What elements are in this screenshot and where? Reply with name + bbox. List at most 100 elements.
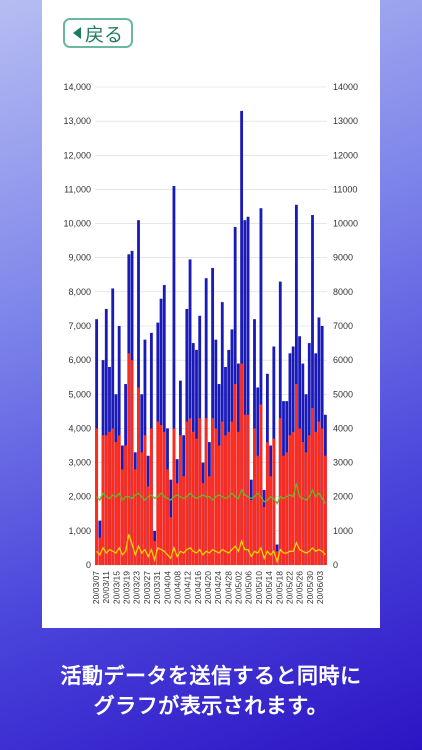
- y-tick-right: 6000: [333, 355, 353, 365]
- x-tick-label: 20/03/19: [122, 571, 132, 604]
- bar-sub: [240, 363, 244, 565]
- x-tick-label: 20/04/08: [172, 571, 182, 604]
- bar-sub: [275, 551, 279, 565]
- y-tick-right: 9000: [333, 253, 353, 263]
- y-tick-left: 13,000: [63, 116, 91, 126]
- bar-sub: [120, 469, 124, 565]
- bar-sub: [249, 500, 253, 565]
- caption-line-2: グラフが表示されます。: [93, 694, 329, 718]
- y-tick-right: 2000: [333, 492, 353, 502]
- y-tick-right: 1000: [333, 526, 353, 536]
- bar-sub: [130, 360, 134, 565]
- y-tick-left: 9,000: [68, 253, 91, 263]
- bar-total: [172, 186, 176, 565]
- bar-sub: [178, 435, 182, 565]
- bar-sub: [153, 541, 157, 565]
- bar-sub: [307, 435, 311, 565]
- bar-sub: [291, 431, 295, 565]
- bar-sub: [259, 404, 263, 565]
- y-tick-right: 4000: [333, 423, 353, 433]
- y-tick-left: 7,000: [68, 321, 91, 331]
- y-tick-left: 6,000: [68, 355, 91, 365]
- bar-sub: [220, 421, 224, 565]
- x-tick-label: 20/05/14: [264, 571, 274, 604]
- bar-sub: [182, 476, 186, 565]
- bar-sub: [124, 445, 128, 565]
- bar-sub: [188, 418, 192, 565]
- x-tick-label: 20/05/02: [234, 571, 244, 604]
- y-tick-right: 3000: [333, 458, 353, 468]
- bar-sub: [304, 452, 308, 565]
- bar-sub: [207, 476, 211, 565]
- y-tick-left: 2,000: [68, 492, 91, 502]
- bar-sub: [101, 435, 105, 565]
- chart-card: [42, 0, 380, 628]
- y-tick-right: 12000: [333, 150, 358, 160]
- x-tick-label: 20/04/28: [223, 571, 233, 604]
- x-tick-label: 20/03/23: [132, 571, 142, 604]
- bar-sub: [195, 438, 198, 565]
- y-tick-left: 8,000: [68, 287, 91, 297]
- x-tick-label: 20/03/07: [91, 571, 101, 604]
- bar-sub: [104, 435, 108, 565]
- bar-sub: [169, 517, 173, 565]
- x-tick-label: 20/04/20: [203, 571, 213, 604]
- bar-sub: [166, 469, 169, 565]
- x-tick-label: 20/05/22: [284, 571, 294, 604]
- bar-sub: [98, 537, 102, 565]
- x-tick-label: 20/04/16: [193, 571, 203, 604]
- bar-sub: [146, 486, 150, 565]
- bar-sub: [175, 483, 179, 565]
- bar-total: [188, 259, 192, 565]
- bar-sub: [117, 435, 121, 565]
- bar-sub: [243, 414, 247, 565]
- bar-sub: [311, 407, 314, 565]
- bar-sub: [256, 455, 260, 565]
- bar-sub: [140, 452, 144, 565]
- bar-sub: [137, 387, 140, 565]
- y-tick-left: 11,000: [64, 184, 91, 194]
- bar-sub: [111, 428, 115, 565]
- bar-sub: [185, 421, 189, 565]
- y-tick-right: 7000: [333, 321, 353, 331]
- bar-sub: [294, 384, 298, 565]
- bar-total: [259, 208, 263, 565]
- bar-sub: [224, 435, 227, 565]
- bar-sub: [272, 438, 276, 565]
- y-tick-right: 11000: [333, 184, 357, 194]
- y-tick-right: 13000: [333, 116, 358, 126]
- y-tick-left: 5,000: [68, 389, 91, 399]
- x-tick-label: 20/05/06: [244, 571, 254, 604]
- bar-sub: [217, 445, 221, 565]
- y-tick-left: 14,000: [63, 82, 91, 92]
- bar-total: [211, 267, 215, 565]
- bar-total: [246, 216, 250, 565]
- back-button[interactable]: 戻る: [63, 18, 133, 48]
- y-tick-right: 0: [333, 560, 338, 570]
- bar-sub: [314, 431, 318, 565]
- bar-sub: [204, 418, 208, 565]
- bar-sub: [288, 435, 292, 565]
- caption-line-1: 活動データを送信すると同時に: [60, 664, 362, 688]
- x-tick-label: 20/04/12: [183, 571, 193, 604]
- bar-total: [111, 288, 115, 565]
- back-button-label: 戻る: [84, 23, 123, 46]
- x-tick-label: 20/03/31: [152, 571, 162, 604]
- bar-sub: [269, 476, 273, 565]
- x-tick-label: 20/04/04: [162, 571, 172, 604]
- x-tick-label: 20/03/15: [111, 571, 121, 604]
- bar-total: [240, 110, 244, 566]
- bar-sub: [278, 418, 282, 565]
- y-tick-left: 0: [86, 560, 91, 570]
- bar-sub: [114, 442, 118, 565]
- y-tick-left: 12,000: [63, 150, 91, 160]
- bar-sub: [162, 431, 166, 565]
- x-tick-label: 20/05/26: [295, 571, 305, 604]
- series-line-green: [96, 482, 326, 505]
- bar-sub: [323, 455, 327, 565]
- y-tick-left: 10,000: [63, 219, 91, 229]
- x-tick-label: 20/05/10: [254, 571, 264, 604]
- bar-sub: [262, 506, 266, 565]
- bar-sub: [159, 425, 163, 565]
- bar-sub: [211, 418, 215, 565]
